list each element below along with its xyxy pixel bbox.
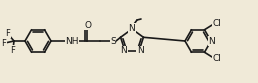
- Text: F: F: [11, 45, 15, 55]
- Text: Cl: Cl: [212, 19, 221, 28]
- Text: F: F: [6, 28, 10, 38]
- Text: F: F: [2, 39, 6, 47]
- Text: N: N: [137, 46, 143, 55]
- Text: N: N: [209, 37, 215, 45]
- Text: S: S: [110, 37, 116, 45]
- Text: N: N: [120, 46, 127, 55]
- Text: NH: NH: [65, 37, 79, 45]
- Text: N: N: [129, 23, 135, 33]
- Text: Cl: Cl: [212, 54, 221, 63]
- Text: O: O: [85, 21, 92, 29]
